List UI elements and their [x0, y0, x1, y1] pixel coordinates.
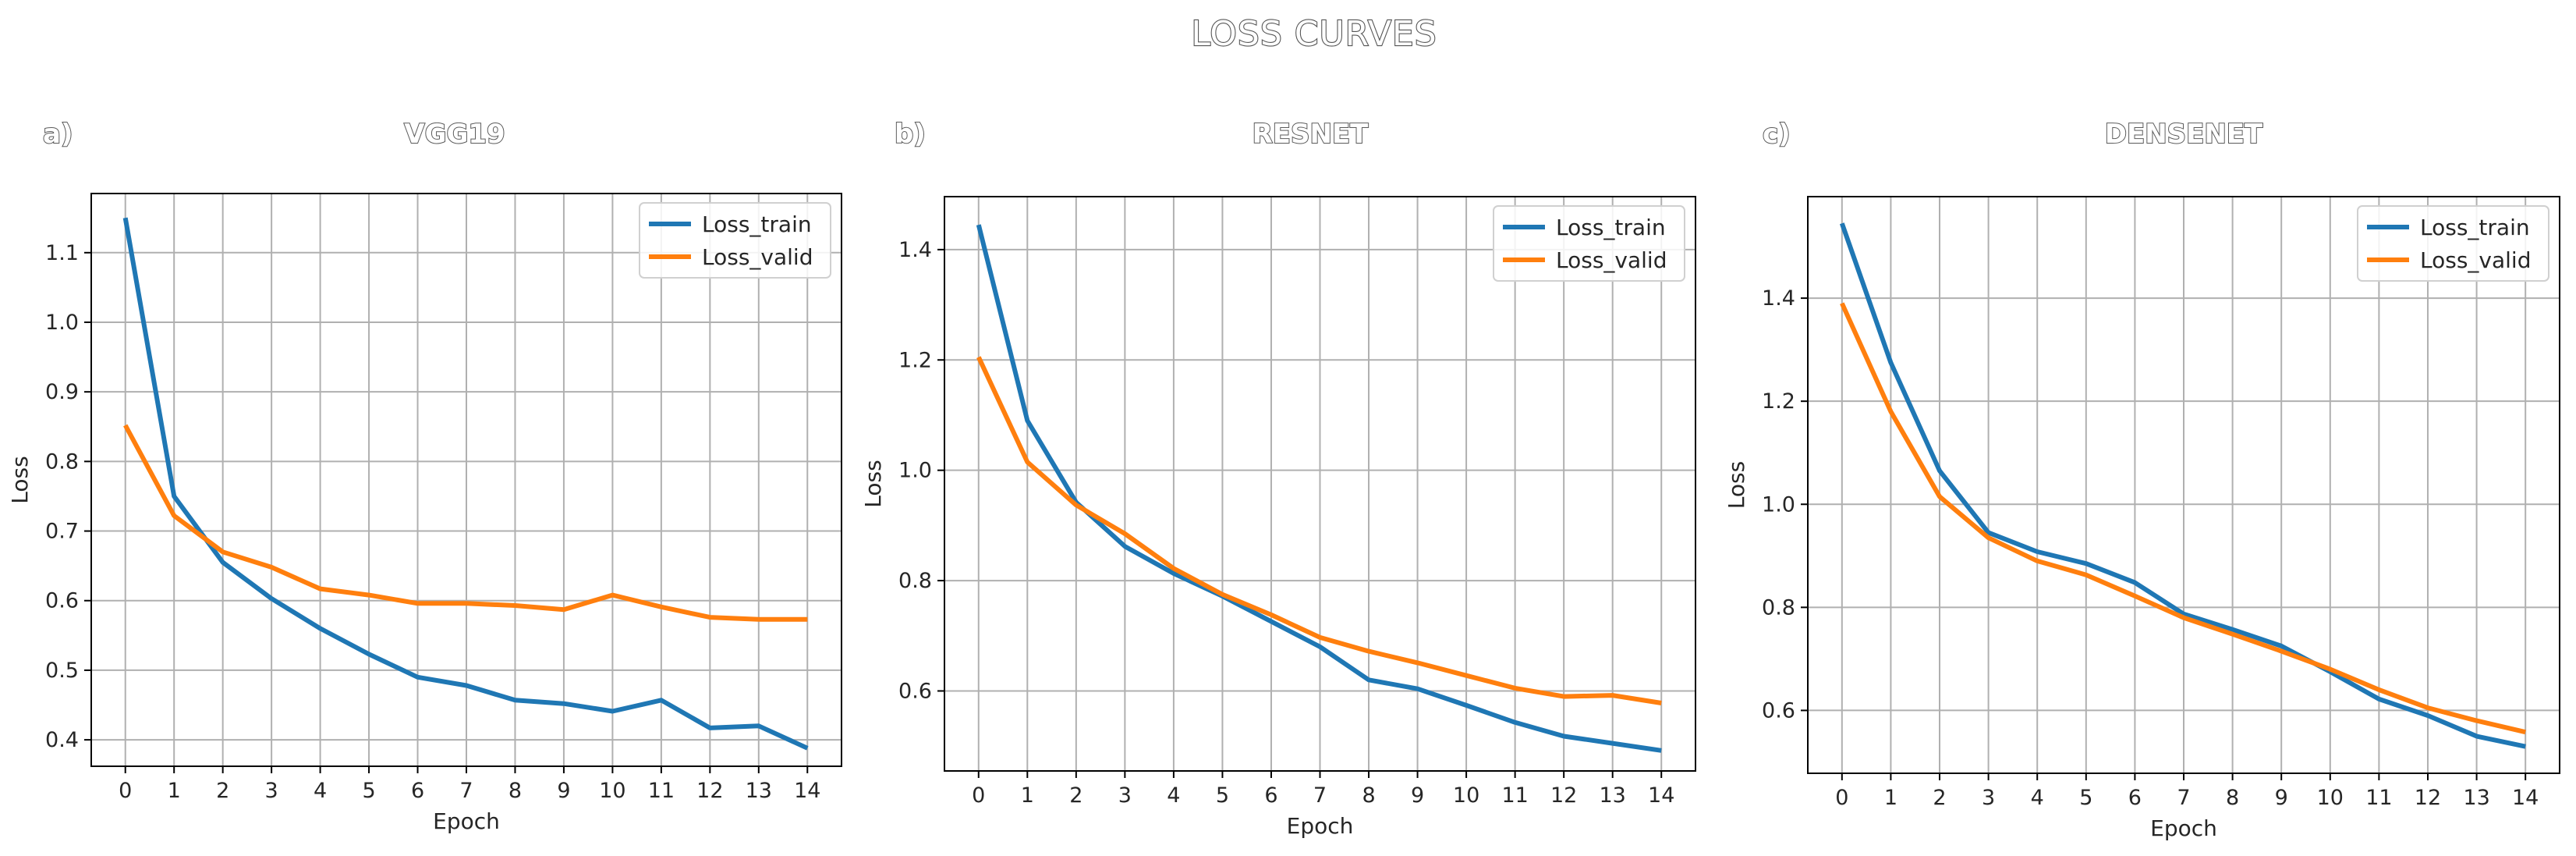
- y-tick-label: 0.9: [45, 380, 79, 404]
- series-line-loss-valid: [123, 424, 808, 622]
- series-line-loss-train: [1839, 222, 2526, 749]
- x-tick-label: 5: [1216, 783, 1229, 808]
- x-tick-label: 1: [168, 779, 181, 803]
- legend-label: Loss_train: [2420, 215, 2530, 240]
- x-tick-label: 3: [265, 779, 278, 803]
- y-tick-label: 0.7: [45, 520, 79, 544]
- x-tick-label: 11: [1501, 783, 1528, 808]
- x-tick-label: 8: [2226, 786, 2239, 810]
- x-tick-label: 12: [1550, 783, 1577, 808]
- y-axis-label: Loss: [1724, 461, 1749, 509]
- plot-frame: [1807, 196, 2560, 774]
- legend-label: Loss_train: [1556, 215, 1666, 240]
- y-tick-label: 1.4: [898, 238, 932, 262]
- x-tick-label: 13: [1600, 783, 1626, 808]
- x-tick-label: 4: [314, 779, 327, 803]
- x-tick-label: 10: [2317, 786, 2344, 810]
- x-axis-label: Epoch: [433, 808, 500, 834]
- x-tick-label: 9: [1411, 783, 1424, 808]
- x-tick-label: 3: [1982, 786, 1995, 810]
- x-axis-label: Epoch: [1287, 813, 1354, 839]
- x-tick-label: 13: [746, 779, 772, 803]
- y-tick-label: 0.8: [898, 569, 932, 593]
- y-tick-label: 1.2: [898, 348, 932, 372]
- panel-letter: b): [895, 119, 926, 150]
- series-line-loss-train: [122, 217, 809, 751]
- y-tick-label: 0.6: [1762, 698, 1795, 723]
- x-tick-label: 8: [1362, 783, 1375, 808]
- x-tick-label: 14: [794, 779, 820, 803]
- x-tick-label: 2: [216, 779, 229, 803]
- legend-label: Loss_valid: [2420, 247, 2531, 273]
- plot-frame: [90, 193, 842, 767]
- series-line-loss-valid: [976, 356, 1662, 705]
- y-tick-label: 1.2: [1762, 389, 1795, 414]
- x-tick-label: 14: [2512, 786, 2539, 810]
- y-axis-label: Loss: [7, 456, 33, 503]
- y-tick-label: 1.0: [45, 311, 79, 335]
- x-tick-label: 0: [972, 783, 985, 808]
- x-tick-label: 7: [2177, 786, 2190, 810]
- series-line-loss-valid: [1840, 302, 2526, 735]
- x-tick-label: 11: [2365, 786, 2392, 810]
- y-tick-label: 1.0: [1762, 492, 1795, 517]
- panel-letter: a): [43, 119, 73, 150]
- x-tick-label: 6: [411, 779, 424, 803]
- x-tick-label: 1: [1021, 783, 1034, 808]
- x-tick-label: 9: [557, 779, 570, 803]
- y-tick-label: 1.0: [898, 459, 932, 483]
- y-tick-label: 0.8: [45, 449, 79, 474]
- y-tick-label: 0.6: [45, 589, 79, 613]
- x-tick-label: 6: [2128, 786, 2142, 810]
- y-axis-label: Loss: [860, 460, 886, 507]
- x-tick-label: 8: [508, 779, 522, 803]
- x-tick-label: 4: [1167, 783, 1180, 808]
- y-tick-label: 0.6: [898, 679, 932, 703]
- x-tick-label: 12: [696, 779, 723, 803]
- x-tick-label: 14: [1648, 783, 1674, 808]
- plot-frame: [944, 196, 1696, 772]
- x-tick-label: 11: [648, 779, 675, 803]
- x-tick-label: 2: [1933, 786, 1946, 810]
- x-tick-label: 12: [2415, 786, 2441, 810]
- panel-letter: c): [1763, 119, 1791, 150]
- x-tick-label: 6: [1264, 783, 1277, 808]
- x-tick-label: 13: [2463, 786, 2489, 810]
- x-tick-label: 1: [1884, 786, 1897, 810]
- x-tick-label: 0: [119, 779, 132, 803]
- legend-label: Loss_valid: [702, 244, 813, 270]
- x-tick-label: 9: [2275, 786, 2288, 810]
- legend-label: Loss_valid: [1556, 247, 1667, 273]
- legend-label: Loss_train: [702, 211, 812, 237]
- y-tick-label: 0.5: [45, 659, 79, 683]
- figure-title: LOSS CURVES: [1191, 14, 1437, 54]
- y-tick-label: 0.4: [45, 728, 79, 752]
- y-tick-label: 0.8: [1762, 595, 1795, 620]
- x-tick-label: 10: [599, 779, 625, 803]
- x-axis-label: Epoch: [2150, 815, 2217, 841]
- panel-title: VGG19: [404, 119, 505, 150]
- x-tick-label: 7: [459, 779, 473, 803]
- x-tick-label: 5: [2079, 786, 2092, 810]
- x-tick-label: 3: [1118, 783, 1132, 808]
- x-tick-label: 5: [362, 779, 375, 803]
- x-tick-label: 10: [1453, 783, 1479, 808]
- x-tick-label: 7: [1313, 783, 1327, 808]
- panel-title: DENSENET: [2105, 119, 2263, 150]
- y-tick-label: 1.4: [1762, 286, 1795, 311]
- x-tick-label: 0: [1835, 786, 1848, 810]
- y-tick-label: 1.1: [45, 241, 79, 265]
- panel-title: RESNET: [1253, 119, 1369, 150]
- x-tick-label: 2: [1069, 783, 1082, 808]
- x-tick-label: 4: [2031, 786, 2044, 810]
